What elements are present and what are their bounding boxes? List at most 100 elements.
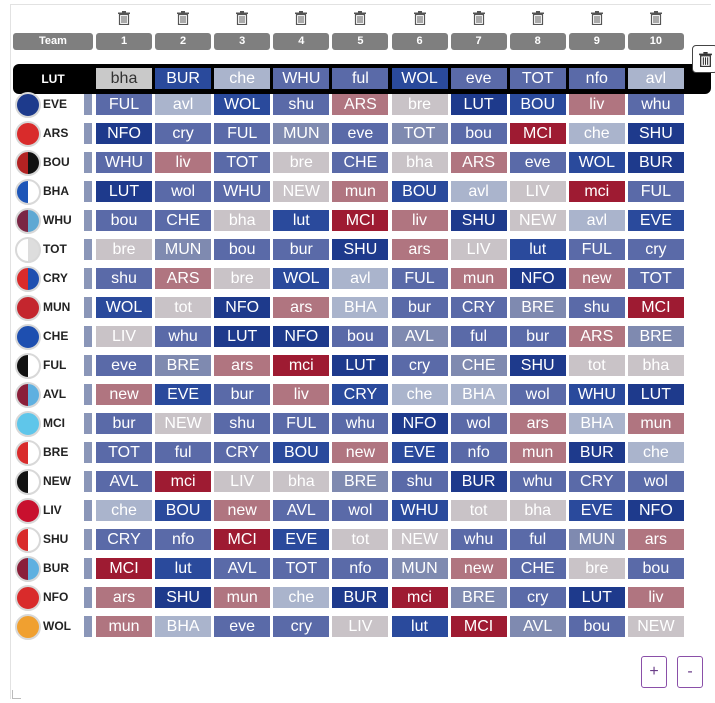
fixture-cell[interactable]: mci xyxy=(273,355,330,376)
team-row-mci[interactable]: MCI bur NEW shu FUL whu NFO wol ars BHA mun xyxy=(13,409,684,438)
fixture-cell[interactable]: cry xyxy=(155,123,212,144)
fixture-cell[interactable]: lut xyxy=(391,616,448,637)
fixture-cell[interactable]: shu xyxy=(273,94,330,115)
fixture-cell[interactable]: LIV xyxy=(509,181,566,202)
delete-round-2-button[interactable] xyxy=(155,8,211,28)
fixture-cell[interactable]: whu xyxy=(509,471,566,492)
fixture-cell[interactable]: NFO xyxy=(509,268,566,289)
fixture-cell[interactable]: bha xyxy=(627,355,684,376)
fixture-cell[interactable]: bur xyxy=(391,297,448,318)
fixture-cell[interactable]: CRY xyxy=(96,529,152,550)
fixture-cell[interactable]: BOU xyxy=(509,94,566,115)
fixture-cell[interactable]: avl xyxy=(627,68,684,89)
fixture-cell[interactable]: MCI xyxy=(509,123,566,144)
delete-round-8-button[interactable] xyxy=(510,8,566,28)
fixture-cell[interactable]: BRE xyxy=(627,326,684,347)
fixture-cell[interactable]: bre xyxy=(391,94,448,115)
fixture-cell[interactable]: ARS xyxy=(332,94,389,115)
fixture-cell[interactable]: bur xyxy=(273,239,330,260)
fixture-cell[interactable]: mun xyxy=(450,268,507,289)
fixture-cell[interactable]: che xyxy=(568,123,625,144)
fixture-cell[interactable]: MCI xyxy=(332,210,389,231)
fixture-cell[interactable]: che xyxy=(391,384,448,405)
fixture-cell[interactable]: BUR xyxy=(627,152,684,173)
fixture-cell[interactable]: new xyxy=(96,384,152,405)
fixture-cell[interactable]: shu xyxy=(391,471,448,492)
fixture-cell[interactable]: BUR xyxy=(332,587,389,608)
fixture-cell[interactable]: WOL xyxy=(214,94,271,115)
fixture-cell[interactable]: WHU xyxy=(214,181,271,202)
team-row-bre[interactable]: BRE TOT ful CRY BOU new EVE nfo mun BUR che xyxy=(13,438,684,467)
fixture-cell[interactable]: bou xyxy=(627,558,684,579)
fixture-cell[interactable]: bou xyxy=(214,239,271,260)
fixture-cell[interactable]: BUR xyxy=(568,442,625,463)
delete-round-10-button[interactable] xyxy=(628,8,684,28)
fixture-cell[interactable]: BOU xyxy=(155,500,212,521)
fixture-cell[interactable]: che xyxy=(273,587,330,608)
fixture-cell[interactable]: MUN xyxy=(155,239,212,260)
fixture-cell[interactable]: MCI xyxy=(214,529,271,550)
team-row-new[interactable]: NEW AVL mci LIV bha BRE shu BUR whu CRY wol xyxy=(13,467,684,496)
fixture-cell[interactable]: bre xyxy=(214,268,271,289)
fixture-cell[interactable]: cry xyxy=(509,587,566,608)
fixture-cell[interactable]: LUT xyxy=(214,326,271,347)
fixture-cell[interactable]: CHE xyxy=(450,355,507,376)
delete-round-3-button[interactable] xyxy=(214,8,270,28)
fixture-cell[interactable]: NEW xyxy=(155,413,212,434)
fixture-cell[interactable]: WOL xyxy=(273,268,330,289)
fixture-cell[interactable]: TOT xyxy=(627,268,684,289)
team-row-tot[interactable]: TOT bre MUN bou bur SHU ars LIV lut FUL cry xyxy=(13,235,684,264)
fixture-cell[interactable]: AVL xyxy=(509,616,566,637)
selected-team-row[interactable]: LUT bha BUR che WHU ful WOL eve TOT nfo avl xyxy=(13,64,711,94)
fixture-cell[interactable]: ars xyxy=(627,529,684,550)
fixture-cell[interactable]: new xyxy=(450,558,507,579)
team-row-shu[interactable]: SHU CRY nfo MCI EVE tot NEW whu ful MUN ars xyxy=(13,525,684,554)
fixture-cell[interactable]: CRY xyxy=(214,442,271,463)
fixture-cell[interactable]: WHU xyxy=(273,68,330,89)
fixture-cell[interactable]: NFO xyxy=(273,326,330,347)
remove-column-button[interactable]: - xyxy=(677,656,703,688)
fixture-cell[interactable]: NEW xyxy=(509,210,566,231)
fixture-cell[interactable]: liv xyxy=(155,152,212,173)
fixture-cell[interactable]: LUT xyxy=(332,355,389,376)
fixture-cell[interactable]: bha xyxy=(509,500,566,521)
fixture-cell[interactable]: BHA xyxy=(155,616,212,637)
fixture-cell[interactable]: BRE xyxy=(332,471,389,492)
fixture-cell[interactable]: EVE xyxy=(155,384,212,405)
fixture-cell[interactable]: liv xyxy=(568,94,625,115)
team-row-avl[interactable]: AVL new EVE bur liv CRY che BHA wol WHU LUT xyxy=(13,380,684,409)
fixture-cell[interactable]: LUT xyxy=(568,587,625,608)
fixture-cell[interactable]: NFO xyxy=(96,123,152,144)
fixture-cell[interactable]: EVE xyxy=(391,442,448,463)
fixture-cell[interactable]: shu xyxy=(214,413,271,434)
fixture-cell[interactable]: MCI xyxy=(450,616,507,637)
team-row-cry[interactable]: CRY shu ARS bre WOL avl FUL mun NFO new TOT xyxy=(13,264,684,293)
fixture-cell[interactable]: BRE xyxy=(450,587,507,608)
fixture-cell[interactable]: CHE xyxy=(155,210,212,231)
fixture-cell[interactable]: WOL xyxy=(96,297,152,318)
fixture-cell[interactable]: bur xyxy=(96,413,152,434)
fixture-cell[interactable]: lut xyxy=(273,210,330,231)
fixture-cell[interactable]: FUL xyxy=(96,94,152,115)
fixture-cell[interactable]: CHE xyxy=(332,152,389,173)
fixture-cell[interactable]: new xyxy=(568,268,625,289)
fixture-cell[interactable]: LUT xyxy=(450,94,507,115)
fixture-cell[interactable]: CRY xyxy=(332,384,389,405)
team-row-che[interactable]: CHE LIV whu LUT NFO bou AVL ful bur ARS BRE xyxy=(13,322,684,351)
fixture-cell[interactable]: LUT xyxy=(627,384,684,405)
fixture-cell[interactable]: BHA xyxy=(450,384,507,405)
delete-round-7-button[interactable] xyxy=(451,8,507,28)
fixture-cell[interactable]: shu xyxy=(568,297,625,318)
team-row-liv[interactable]: LIV che BOU new AVL wol WHU tot bha EVE NFO xyxy=(13,496,684,525)
fixture-cell[interactable]: bha xyxy=(391,152,448,173)
fixture-cell[interactable]: mun xyxy=(332,181,389,202)
fixture-cell[interactable]: LIV xyxy=(96,326,152,347)
fixture-cell[interactable]: EVE xyxy=(627,210,684,231)
fixture-cell[interactable]: bou xyxy=(96,210,152,231)
fixture-cell[interactable]: TOT xyxy=(96,442,152,463)
fixture-cell[interactable]: BUR xyxy=(450,471,507,492)
fixture-cell[interactable]: cry xyxy=(391,355,448,376)
fixture-cell[interactable]: MUN xyxy=(568,529,625,550)
fixture-cell[interactable]: MCI xyxy=(627,297,684,318)
fixture-cell[interactable]: che xyxy=(96,500,152,521)
